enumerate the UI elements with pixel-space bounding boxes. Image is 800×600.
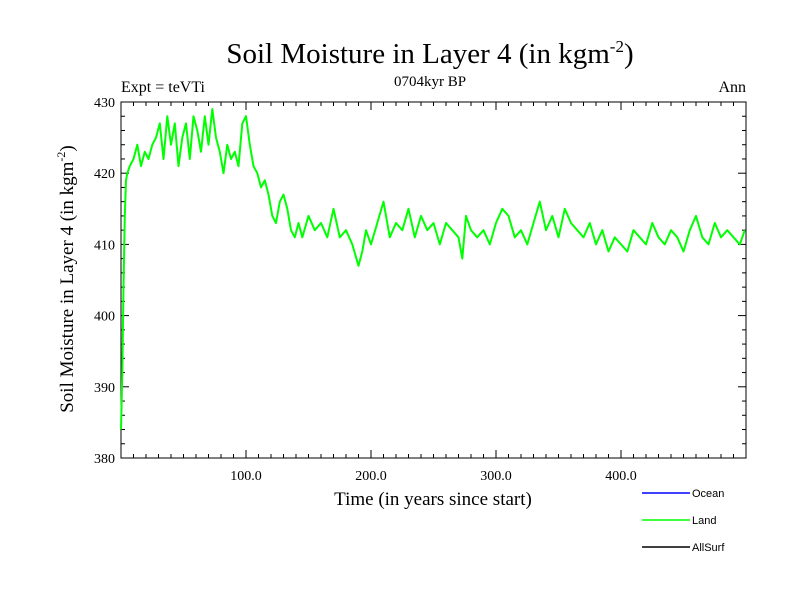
legend-label-ocean: Ocean — [692, 488, 724, 500]
x-tick-label: 300.0 — [480, 469, 512, 484]
y-tick-label: 410 — [94, 238, 115, 253]
season-label: Ann — [718, 79, 746, 96]
y-tick-label: 420 — [94, 167, 115, 182]
x-axis-label: Time (in years since start) — [334, 489, 532, 510]
y-axis-label: Soil Moisture in Layer 4 (in kgm-2) — [54, 145, 78, 413]
x-tick-label: 200.0 — [355, 469, 387, 484]
x-tick-label: 400.0 — [605, 469, 637, 484]
legend: Ocean Land AllSurf — [642, 488, 725, 554]
plot-frame — [120, 101, 747, 459]
y-tick-label: 430 — [94, 96, 115, 111]
chart-title: Soil Moisture in Layer 4 (in kgm-2) — [226, 37, 633, 70]
experiment-label: Expt = teVTi — [121, 79, 206, 96]
y-tick-label: 400 — [94, 310, 115, 325]
x-tick-label: 100.0 — [230, 469, 262, 484]
y-tick-label: 380 — [94, 452, 115, 467]
legend-label-allsurf: AllSurf — [692, 542, 725, 554]
y-tick-label: 390 — [94, 381, 115, 396]
legend-label-land: Land — [692, 515, 716, 527]
series-layer — [120, 108, 746, 430]
period-label: 0704kyr BP — [394, 74, 466, 90]
y-axis-ticks: 380 390 400 410 420 430 — [94, 96, 746, 467]
series-line-land — [120, 108, 746, 430]
x-axis-ticks: 100.0 200.0 300.0 400.0 — [133, 102, 734, 484]
